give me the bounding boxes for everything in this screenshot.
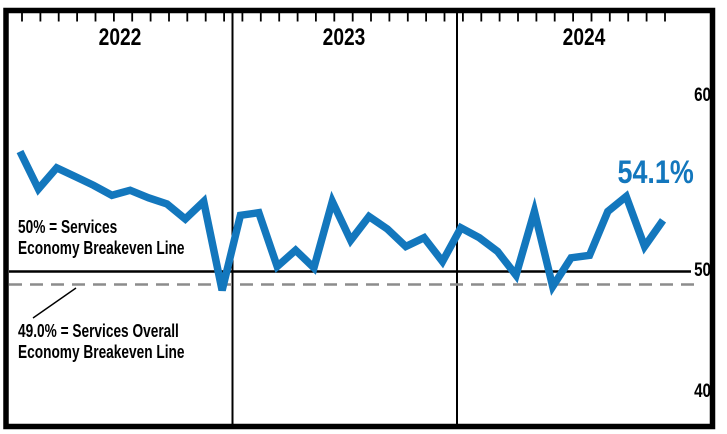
breakeven-50-annotation: 50% = Services Economy Breakeven Line [18, 217, 185, 259]
y-axis-tick-40: 40 [694, 381, 711, 402]
pmi-data-line [16, 149, 667, 296]
chart-frame [3, 7, 716, 430]
year-label-2022: 2022 [98, 24, 142, 51]
breakeven-49-line2: Economy Breakeven Line [18, 342, 185, 362]
y-axis-tick-50: 50 [694, 260, 711, 281]
year-label-2024: 2024 [562, 24, 606, 51]
annotation-pointer-line [32, 287, 77, 319]
breakeven-49-line1: 49.0% = Services Overall [18, 321, 179, 341]
breakeven-50-line1: 50% = Services [18, 217, 118, 237]
y-axis-tick-60: 60 [694, 85, 711, 106]
breakeven-50-line2: Economy Breakeven Line [18, 238, 185, 258]
current-value-label: 54.1% [617, 154, 694, 190]
breakeven-49-annotation: 49.0% = Services Overall Economy Breakev… [18, 321, 185, 363]
year-label-2023: 2023 [322, 24, 366, 51]
